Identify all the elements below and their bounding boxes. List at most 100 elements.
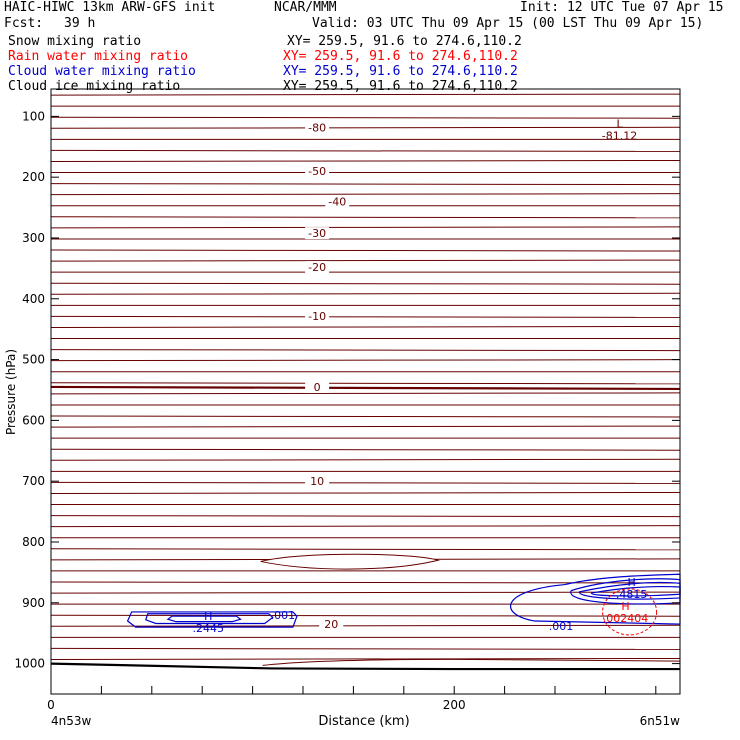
extremum-value: .2445 (193, 622, 225, 635)
isotherm-line (50, 614, 681, 617)
isotherm-label: 20 (324, 618, 338, 631)
extremum-value: .002404 (603, 612, 649, 625)
x-tick-label: 200 (443, 698, 466, 712)
isotherm-line (50, 249, 681, 252)
y-tick-label: 100 (22, 109, 45, 123)
isotherm-label-bg (305, 309, 330, 322)
isotherm-line (50, 116, 681, 119)
y-tick-label: 800 (22, 535, 45, 549)
y-tick-label: 300 (22, 231, 45, 245)
isotherm-line (50, 491, 681, 494)
isotherm-label-bg (305, 227, 330, 240)
cloud-water-contour (166, 615, 242, 623)
isotherm-line (50, 481, 681, 484)
y-axis-title: Pressure (hPa) (4, 349, 18, 435)
isotherm-line (50, 415, 681, 418)
isotherm-line (50, 624, 681, 627)
extremum-value: .4815 (616, 588, 648, 601)
extremum-marker: L (616, 117, 623, 130)
y-tick-label: 700 (22, 474, 45, 488)
isotherm-closed-contour (260, 553, 440, 570)
y-tick-label: 500 (22, 353, 45, 367)
contour-label: .001 (549, 620, 574, 633)
isotherm-line (50, 392, 681, 395)
y-tick-label: 600 (22, 413, 45, 427)
isotherm-label-bg (305, 121, 330, 134)
isotherm-label: -20 (308, 261, 326, 274)
isotherm-line (50, 349, 681, 352)
isotherm-surface-contour (262, 658, 681, 666)
cloud-water-contour (126, 611, 298, 628)
isotherm-line (50, 548, 681, 551)
isotherm-line (50, 315, 681, 318)
isotherm-line (50, 591, 681, 594)
terrain-line (50, 662, 680, 671)
isotherm-line (50, 259, 681, 262)
contour-label: .001 (271, 609, 296, 622)
isotherm-label-bg (305, 475, 330, 488)
isotherm-line (50, 657, 681, 660)
organization-label: NCAR/MMM (274, 0, 337, 15)
x-axis-title: Distance (km) (318, 714, 409, 729)
field-name-cloud-water: Cloud water mixing ratio (8, 64, 196, 79)
isotherm-line (50, 458, 681, 461)
isotherm-line (50, 647, 681, 650)
isotherm-line (50, 448, 681, 451)
field-xy-snow: XY= 259.5, 91.6 to 274.6,110.2 (287, 34, 522, 49)
isotherm-line (50, 193, 681, 196)
field-name-cloud-ice: Cloud ice mixing ratio (8, 79, 181, 94)
isotherm-label: -80 (308, 121, 326, 134)
isotherm-line (50, 325, 681, 328)
x-left-endpoint: 4n53w (51, 714, 92, 728)
extremum-marker: H (627, 576, 635, 589)
isotherm-line (50, 525, 681, 528)
forecast-hour: 39 h (64, 16, 96, 31)
isotherm-label: 0 (314, 381, 321, 394)
extremum-marker: H (621, 600, 629, 613)
isotherm-label-bg (305, 165, 330, 178)
extremum-value: -81.12 (602, 129, 637, 142)
field-name-rain: Rain water mixing ratio (8, 49, 189, 64)
extremum-marker: H (204, 610, 212, 623)
isotherm-label: -50 (308, 165, 326, 178)
isotherm-label: -10 (308, 310, 326, 323)
x-right-endpoint: 6n51w (640, 714, 681, 728)
isotherm-line (50, 149, 681, 152)
field-xy-cloud-ice: XY= 259.5, 91.6 to 274.6,110.2 (283, 79, 518, 94)
isotherm-line (50, 126, 681, 129)
cloud-water-contour (509, 573, 681, 625)
isotherm-line (50, 359, 681, 362)
field-xy-rain: XY= 259.5, 91.6 to 274.6,110.2 (283, 49, 518, 64)
field-xy-cloud-water: XY= 259.5, 91.6 to 274.6,110.2 (283, 64, 518, 79)
isotherm-line (50, 216, 681, 219)
valid-time: Valid: 03 UTC Thu 09 Apr 15 (00 LST Thu … (312, 16, 704, 31)
isotherm-line (50, 425, 681, 428)
isotherm-line (50, 282, 681, 285)
isotherm-line (50, 382, 681, 385)
isotherm-label: -30 (308, 227, 326, 240)
chart-title: HAIC-HIWC 13km ARW-GFS init (4, 0, 216, 15)
isotherm-label: -40 (328, 195, 346, 208)
isotherm-line (50, 226, 681, 229)
isotherm-line (50, 183, 681, 186)
isotherm-line (50, 581, 681, 584)
y-tick-label: 400 (22, 292, 45, 306)
isotherm-line (50, 515, 681, 518)
isotherm-label-bg (305, 380, 330, 393)
plot-frame (50, 88, 681, 695)
x-tick-label: 0 (47, 698, 55, 712)
rain-water-contour (602, 588, 658, 636)
isotherm-line (50, 159, 681, 162)
isotherm-label-bg (325, 195, 350, 208)
isotherm-label: 10 (310, 475, 324, 488)
y-tick-label: 900 (22, 596, 45, 610)
y-tick-label: 1000 (14, 657, 45, 671)
freezing-level-line (50, 385, 681, 391)
isotherm-line (50, 292, 681, 295)
y-tick-label: 200 (22, 170, 45, 184)
cloud-water-contour (144, 613, 274, 625)
isotherm-line (50, 93, 681, 96)
isotherm-label-bg (319, 618, 344, 631)
isotherm-label-bg (305, 261, 330, 274)
